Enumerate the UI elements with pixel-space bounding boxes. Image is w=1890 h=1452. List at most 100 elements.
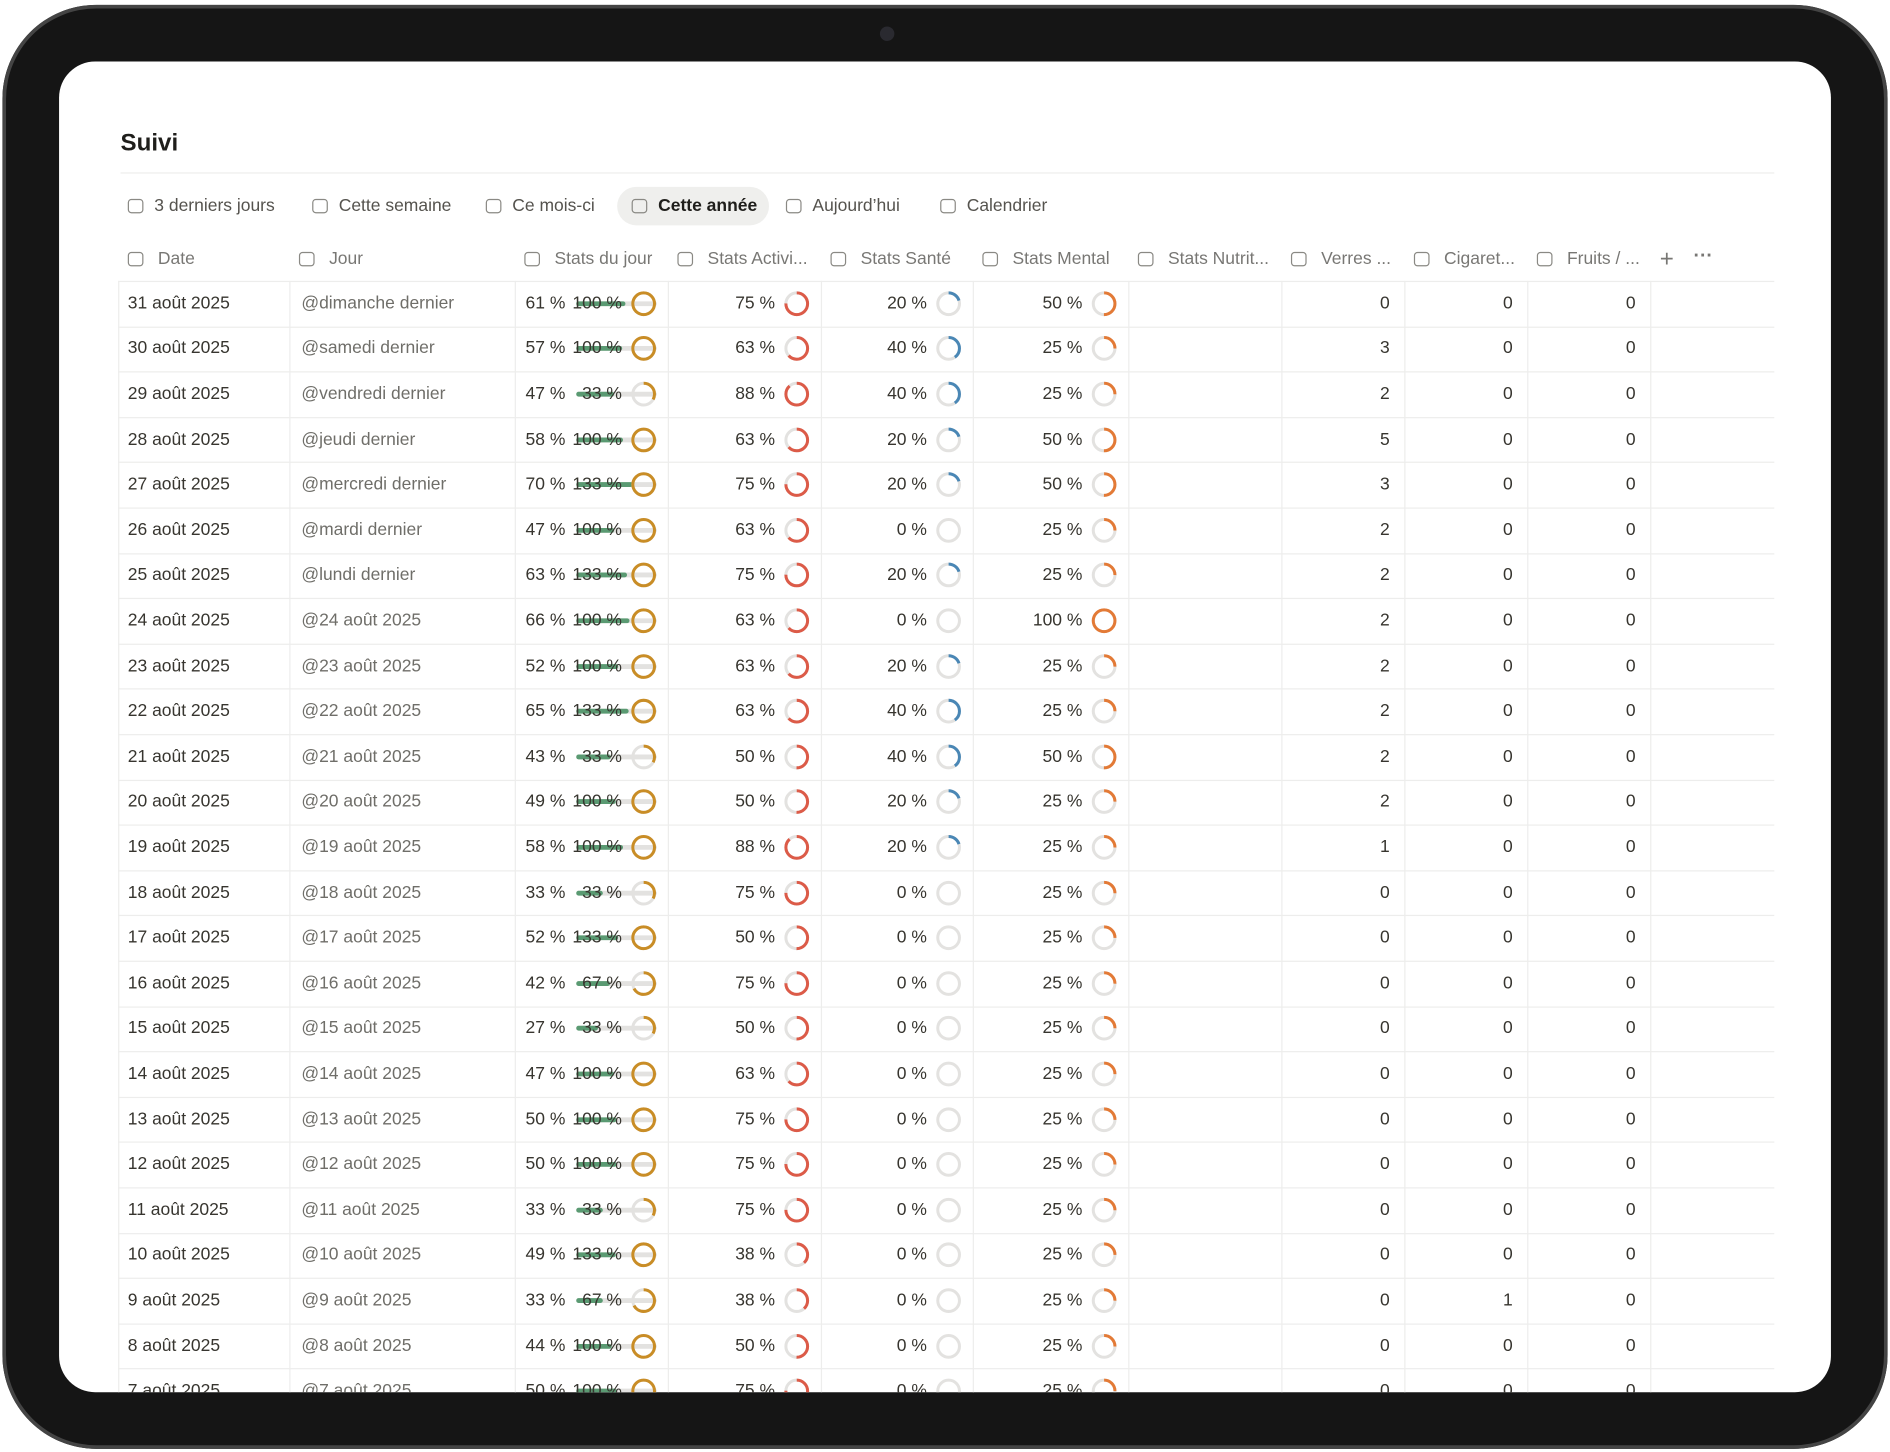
bar bbox=[576, 844, 624, 850]
column-header[interactable]: Stats du jour bbox=[554, 249, 653, 269]
ring bbox=[631, 608, 657, 634]
row-line bbox=[118, 870, 1775, 872]
ring bbox=[784, 789, 810, 815]
stat-label: 25 % bbox=[1042, 1154, 1083, 1175]
ring-arc bbox=[784, 1378, 810, 1393]
count-cell: 2 bbox=[1380, 701, 1390, 722]
ring-arc bbox=[936, 563, 961, 588]
active-tab-bg[interactable] bbox=[617, 186, 770, 226]
stat-label: 0 % bbox=[896, 1200, 927, 1220]
column-header[interactable]: Stats Activi... bbox=[707, 249, 808, 269]
ring-arc bbox=[784, 880, 810, 906]
icon bbox=[830, 251, 847, 267]
count-cell: 0 bbox=[1625, 1200, 1636, 1220]
ring bbox=[784, 608, 810, 634]
bar bbox=[576, 1207, 603, 1213]
ring-arc bbox=[631, 427, 657, 452]
tab[interactable]: Ce mois-ci bbox=[512, 196, 595, 216]
tab[interactable]: 3 derniers jours bbox=[154, 196, 275, 216]
ring bbox=[936, 1288, 961, 1313]
ring bbox=[784, 336, 810, 362]
column-header[interactable]: Fruits / ... bbox=[1566, 249, 1640, 269]
stat-label: 33 % bbox=[525, 883, 566, 903]
count-cell: 0 bbox=[1625, 1064, 1636, 1084]
date-cell: 11 août 2025 bbox=[127, 1200, 229, 1220]
add-column[interactable]: + bbox=[1659, 245, 1674, 273]
ring-arc bbox=[936, 472, 961, 498]
stat-label: 63 % bbox=[735, 520, 776, 540]
ring bbox=[936, 789, 961, 815]
stat-label: 0 % bbox=[896, 1245, 927, 1265]
count-cell: 0 bbox=[1625, 1019, 1636, 1039]
ring-arc bbox=[784, 789, 810, 815]
stat-label: 25 % bbox=[1042, 565, 1083, 586]
ring bbox=[936, 835, 961, 860]
bar bbox=[576, 1026, 598, 1032]
ring-arc bbox=[1091, 427, 1117, 452]
bar bbox=[576, 935, 619, 941]
stat-label: 50 % bbox=[525, 1381, 566, 1393]
ring-arc bbox=[784, 1242, 810, 1268]
column-header[interactable]: Cigaret... bbox=[1444, 249, 1515, 269]
ring bbox=[631, 835, 657, 860]
icon bbox=[127, 198, 144, 214]
ring-arc bbox=[1091, 1106, 1117, 1132]
tab[interactable]: Cette semaine bbox=[338, 196, 452, 216]
progress-bar bbox=[576, 1298, 657, 1303]
ring-arc bbox=[784, 1152, 810, 1177]
column-header[interactable]: Stats Mental bbox=[1012, 249, 1110, 269]
stat-label: 40 % bbox=[887, 701, 927, 722]
stat-label: 33 % bbox=[525, 1200, 566, 1220]
ring bbox=[631, 427, 657, 452]
ring bbox=[631, 336, 657, 362]
ring bbox=[1091, 1016, 1117, 1041]
column-header[interactable]: Stats Santé bbox=[860, 249, 951, 269]
stat-label: 66 % bbox=[525, 611, 566, 631]
col-line bbox=[972, 280, 974, 1393]
stat-label: 75 % bbox=[735, 293, 776, 314]
ring-arc bbox=[1091, 291, 1117, 316]
count-cell: 0 bbox=[1502, 973, 1513, 993]
row-line bbox=[118, 1323, 1775, 1325]
col-line bbox=[289, 280, 291, 1393]
column-header[interactable]: Jour bbox=[329, 249, 364, 269]
tab[interactable]: Cette année bbox=[658, 196, 758, 216]
ring bbox=[936, 1197, 961, 1223]
bar bbox=[576, 1298, 603, 1303]
row-line bbox=[118, 598, 1775, 600]
date-cell: 25 août 2025 bbox=[127, 565, 230, 586]
progress-bar bbox=[576, 1207, 657, 1213]
progress-bar bbox=[576, 482, 657, 488]
bar bbox=[576, 1388, 617, 1393]
tab[interactable]: Aujourd’hui bbox=[812, 196, 900, 216]
ring bbox=[936, 1242, 961, 1268]
ring bbox=[936, 563, 961, 588]
stat-label: 63 % bbox=[735, 339, 776, 359]
stat-label: 33 % bbox=[525, 1290, 566, 1311]
ring-arc bbox=[1091, 744, 1117, 770]
more[interactable]: ··· bbox=[1693, 245, 1713, 267]
ring-arc bbox=[1091, 472, 1117, 498]
count-cell: 0 bbox=[1625, 973, 1636, 993]
tab[interactable]: Calendrier bbox=[966, 196, 1048, 216]
ring bbox=[631, 1197, 657, 1223]
count-cell: 0 bbox=[1502, 1381, 1513, 1393]
ring bbox=[1091, 1242, 1117, 1268]
ring-arc bbox=[631, 880, 657, 906]
ring bbox=[784, 880, 810, 906]
stat-label: 20 % bbox=[887, 429, 927, 450]
ring-arc bbox=[631, 1152, 657, 1177]
column-header[interactable]: Verres ... bbox=[1321, 249, 1392, 269]
day-cell: @19 août 2025 bbox=[301, 837, 422, 858]
column-header[interactable]: Stats Nutrit... bbox=[1167, 249, 1270, 269]
ring bbox=[1091, 1333, 1117, 1359]
ring bbox=[936, 1333, 961, 1359]
count-cell: 0 bbox=[1502, 475, 1513, 495]
column-header[interactable]: Date bbox=[157, 249, 195, 269]
stat-label: 25 % bbox=[1042, 1336, 1083, 1356]
ring-arc bbox=[784, 925, 810, 951]
count-cell: 0 bbox=[1625, 520, 1636, 540]
stat-label: 33 % bbox=[582, 384, 622, 404]
row-line bbox=[118, 552, 1775, 554]
stat-label: 100 % bbox=[572, 1381, 622, 1393]
